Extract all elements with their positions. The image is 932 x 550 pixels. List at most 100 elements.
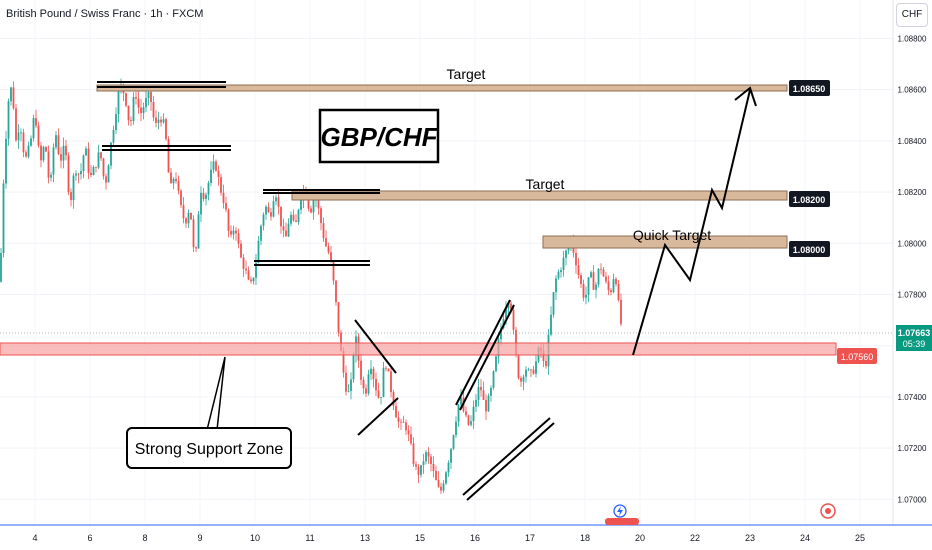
price-tick-label: 1.08400 [898,137,927,146]
candle-body [332,260,335,281]
candle-body [155,117,157,123]
candle-body [112,130,115,143]
price-tick-label: 1.08000 [898,239,927,248]
candle-body [425,452,427,462]
candle-body [527,369,530,371]
candle-body [287,223,290,237]
date-tick-label: 22 [690,533,700,543]
target-label: Target [447,66,486,82]
triangle-line [354,319,397,374]
candle-body [220,176,222,193]
candle-body [30,138,32,146]
currency-button[interactable]: CHF [896,3,928,27]
candle-body [235,230,237,234]
date-tick-label: 25 [855,533,865,543]
date-tick-label: 15 [415,533,425,543]
candle-body [387,368,390,372]
candle-body [250,279,252,282]
candle-body [70,192,72,201]
candle-body [10,87,12,102]
triangle-line [357,397,399,436]
candle-body [602,269,605,277]
candle-body [37,125,40,146]
date-tick-label: 10 [250,533,260,543]
candle-body [335,280,337,303]
candle-body [437,480,440,487]
candle-body [7,101,10,139]
price-badge [789,80,830,96]
candle-body [110,142,112,166]
candle-body [590,272,592,278]
date-tick-label: 18 [580,533,590,543]
candle-body [280,206,282,227]
candle-body [575,252,577,266]
candle-body [432,463,435,471]
candle-body [175,178,177,181]
price-badge [789,241,830,257]
candle-body [500,328,502,340]
callout-box [126,427,292,469]
candle-body [405,422,407,431]
candle-body [450,448,452,463]
candle-body [142,107,145,114]
candle-body [285,230,287,237]
candle-body [40,145,42,161]
candle-body [237,233,240,244]
candle-body [127,105,130,121]
candle-body [325,238,327,247]
candle-body [182,205,185,219]
candle-body [470,421,472,425]
candle-body [410,434,412,444]
candle-body [150,92,152,103]
candle-body [207,182,210,195]
candle-body [327,246,330,253]
candle-body [105,176,107,183]
candle-body [187,212,190,224]
candle-body [25,152,27,157]
candle-body [180,190,182,206]
candle-body [340,332,342,352]
candle-body [597,268,600,285]
candle-body [292,214,295,221]
date-tick-label: 6 [87,533,92,543]
candle-body [542,350,545,361]
candle-body [620,300,622,324]
candle-body [257,240,260,263]
candle-body [492,371,495,388]
candle-body [460,397,462,405]
candle-body [272,201,275,217]
candle-body [217,170,220,177]
candle-body [20,132,22,134]
candle-body [45,146,47,152]
candle-body [277,197,280,207]
date-tick-label: 24 [800,533,810,543]
current-price-text: 1.07663 [898,328,931,338]
flag-event-dot-icon [825,508,831,514]
candle-body [147,92,150,98]
candle-body [57,135,60,155]
candle-body [157,119,160,123]
candle-body [270,212,272,217]
candle-body [135,96,137,99]
price-badge-text: 1.08000 [793,245,826,255]
candle-body [242,257,245,269]
target-label: Target [526,176,565,192]
candle-body [300,199,302,210]
candle-body [62,145,65,161]
candle-body [420,465,422,475]
channel-line [466,422,555,501]
candle-body [415,464,417,467]
callout-pointer [206,356,226,431]
event-flag-icon[interactable] [605,518,639,525]
candle-body [617,283,620,301]
support-zone [0,342,837,356]
candle-body [310,208,312,213]
candle-body [550,314,552,335]
candle-body [582,284,585,298]
candle-body [595,284,597,290]
date-tick-label: 23 [745,533,755,543]
candle-body [472,406,475,422]
candle-body [317,197,320,209]
candle-body [90,172,92,176]
